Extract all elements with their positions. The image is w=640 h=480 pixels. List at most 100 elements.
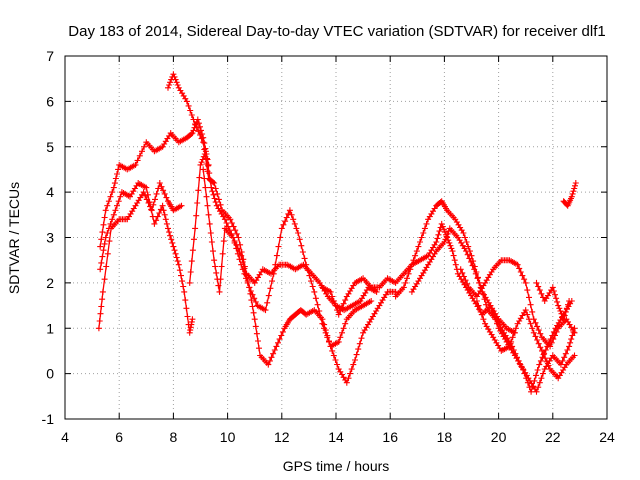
data-point-marker — [265, 292, 272, 299]
data-point-marker — [552, 291, 558, 298]
data-point-marker — [464, 251, 471, 258]
data-point-marker — [405, 270, 412, 277]
data-point-marker — [549, 284, 556, 291]
data-point-marker — [412, 252, 419, 259]
data-point-marker — [459, 269, 466, 276]
data-point-marker — [564, 347, 571, 353]
data-point-marker — [203, 193, 210, 200]
data-point-marker — [110, 184, 117, 191]
data-point-marker — [535, 327, 542, 334]
data-point-marker — [571, 352, 578, 359]
data-point-marker — [342, 297, 349, 304]
data-point-marker — [319, 320, 326, 327]
y-tick-label: 1 — [46, 320, 54, 336]
data-point-marker — [433, 239, 440, 245]
data-point-marker — [322, 329, 329, 336]
data-point-marker — [299, 249, 306, 255]
data-point-marker — [233, 230, 240, 237]
data-point-marker — [332, 302, 339, 309]
data-point-marker — [570, 188, 577, 195]
data-point-marker — [400, 284, 407, 291]
data-point-marker — [173, 254, 180, 261]
data-point-marker — [161, 190, 168, 197]
data-point-marker — [543, 358, 550, 365]
data-point-marker — [329, 347, 336, 354]
data-point-marker — [109, 216, 116, 223]
data-point-marker — [178, 202, 185, 209]
data-point-marker — [193, 212, 200, 219]
y-axis-tick-labels: -1 0 1 2 3 4 5 6 7 — [42, 48, 55, 427]
data-point-marker — [535, 283, 542, 290]
data-point-marker — [436, 228, 443, 235]
data-point-marker — [151, 220, 158, 227]
data-point-marker — [228, 220, 235, 226]
data-point-marker — [534, 367, 541, 373]
series-markers — [97, 116, 212, 250]
data-point-marker — [165, 84, 171, 91]
data-point-marker — [350, 361, 357, 368]
data-point-marker — [435, 231, 442, 238]
data-point-marker — [256, 345, 262, 352]
grid — [65, 56, 607, 419]
data-point-marker — [188, 258, 195, 265]
data-point-marker — [547, 343, 554, 350]
data-point-marker — [239, 266, 246, 273]
data-point-marker — [148, 206, 155, 213]
data-point-marker — [199, 156, 206, 163]
data-point-marker — [402, 279, 409, 286]
data-point-marker — [330, 298, 337, 304]
data-point-marker — [490, 311, 497, 318]
data-point-marker — [195, 120, 202, 127]
data-point-marker — [554, 298, 561, 305]
data-point-marker — [487, 302, 494, 309]
data-point-marker — [327, 288, 334, 295]
data-point-marker — [560, 316, 567, 323]
data-point-marker — [489, 307, 496, 314]
data-point-marker — [211, 257, 218, 264]
series-markers — [95, 180, 185, 332]
data-point-marker — [103, 263, 110, 270]
data-point-marker — [163, 194, 170, 201]
data-point-marker — [330, 352, 337, 359]
data-point-marker — [235, 234, 242, 241]
data-point-marker — [101, 276, 108, 283]
data-point-marker — [529, 308, 536, 315]
data-point-marker — [171, 73, 178, 80]
data-point-marker — [212, 263, 219, 270]
data-point-marker — [527, 301, 534, 308]
data-point-marker — [205, 211, 212, 218]
data-point-marker — [200, 153, 207, 160]
data-point-marker — [278, 225, 285, 232]
data-point-marker — [340, 300, 347, 307]
data-point-marker — [475, 302, 482, 309]
data-point-marker — [267, 285, 274, 292]
data-point-marker — [418, 234, 425, 241]
x-axis-label: GPS time / hours — [283, 458, 390, 474]
data-point-marker — [568, 193, 575, 200]
data-point-marker — [339, 304, 345, 311]
data-point-marker — [571, 329, 578, 336]
data-point-marker — [306, 272, 313, 279]
data-point-marker — [296, 236, 303, 243]
data-point-marker — [316, 308, 323, 314]
data-point-marker — [190, 127, 197, 134]
y-tick-label: -1 — [42, 411, 55, 427]
data-point-marker — [434, 235, 441, 242]
data-point-marker — [562, 308, 569, 315]
data-point-marker — [572, 182, 578, 189]
data-point-marker — [555, 302, 562, 309]
data-point-marker — [275, 339, 281, 346]
data-point-marker — [212, 199, 219, 206]
data-point-marker — [534, 323, 541, 330]
data-point-marker — [519, 272, 526, 279]
data-point-marker — [558, 310, 565, 317]
data-point-marker — [545, 362, 552, 369]
data-point-marker — [282, 218, 289, 225]
data-point-marker — [225, 223, 232, 230]
data-point-marker — [143, 184, 150, 191]
data-point-marker — [562, 350, 569, 357]
data-point-marker — [563, 305, 570, 312]
data-point-marker — [509, 334, 516, 341]
data-point-marker — [449, 248, 456, 255]
data-point-marker — [457, 266, 464, 273]
